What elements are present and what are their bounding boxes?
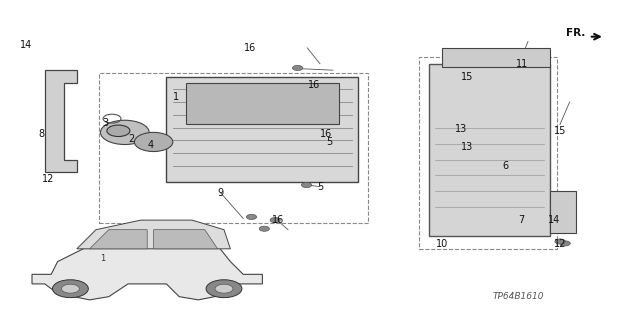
Polygon shape <box>77 220 230 249</box>
Text: 6: 6 <box>502 161 509 171</box>
Polygon shape <box>186 83 339 124</box>
Polygon shape <box>154 230 218 249</box>
Circle shape <box>292 65 303 70</box>
Circle shape <box>100 120 149 145</box>
Circle shape <box>270 218 280 223</box>
Polygon shape <box>429 64 550 236</box>
Polygon shape <box>442 48 550 67</box>
Circle shape <box>215 284 233 293</box>
Circle shape <box>555 239 565 244</box>
Text: 8: 8 <box>38 129 45 139</box>
Circle shape <box>560 241 570 246</box>
Polygon shape <box>45 70 77 172</box>
Text: 1: 1 <box>100 254 105 263</box>
Text: 10: 10 <box>435 239 448 249</box>
Text: 14: 14 <box>19 40 32 50</box>
Text: 4: 4 <box>147 140 154 150</box>
Text: 15: 15 <box>461 71 474 82</box>
Text: 2: 2 <box>128 134 134 144</box>
Text: 16: 16 <box>320 129 333 139</box>
Polygon shape <box>90 230 147 249</box>
Text: 5: 5 <box>317 182 323 192</box>
Text: TP64B1610: TP64B1610 <box>493 293 544 301</box>
Circle shape <box>134 132 173 152</box>
Circle shape <box>259 226 269 231</box>
Text: 12: 12 <box>42 174 54 184</box>
Polygon shape <box>32 236 262 300</box>
Circle shape <box>107 125 130 137</box>
Text: 3: 3 <box>102 118 109 128</box>
Text: 7: 7 <box>518 215 525 225</box>
Circle shape <box>61 284 79 293</box>
Circle shape <box>52 280 88 298</box>
Text: 11: 11 <box>515 59 528 69</box>
Text: 5: 5 <box>326 137 333 147</box>
Text: 16: 16 <box>243 43 256 53</box>
Circle shape <box>206 280 242 298</box>
Text: 16: 16 <box>307 79 320 90</box>
Text: 15: 15 <box>554 126 566 136</box>
Circle shape <box>301 182 312 188</box>
Text: 16: 16 <box>272 215 285 225</box>
Polygon shape <box>166 77 358 182</box>
Text: 14: 14 <box>547 215 560 225</box>
Text: 1: 1 <box>173 92 179 102</box>
Text: 12: 12 <box>554 239 566 249</box>
Text: 13: 13 <box>461 142 474 152</box>
Polygon shape <box>550 191 576 233</box>
Circle shape <box>246 214 257 219</box>
Text: 13: 13 <box>454 124 467 134</box>
Text: 9: 9 <box>218 188 224 198</box>
Text: FR.: FR. <box>566 28 586 39</box>
